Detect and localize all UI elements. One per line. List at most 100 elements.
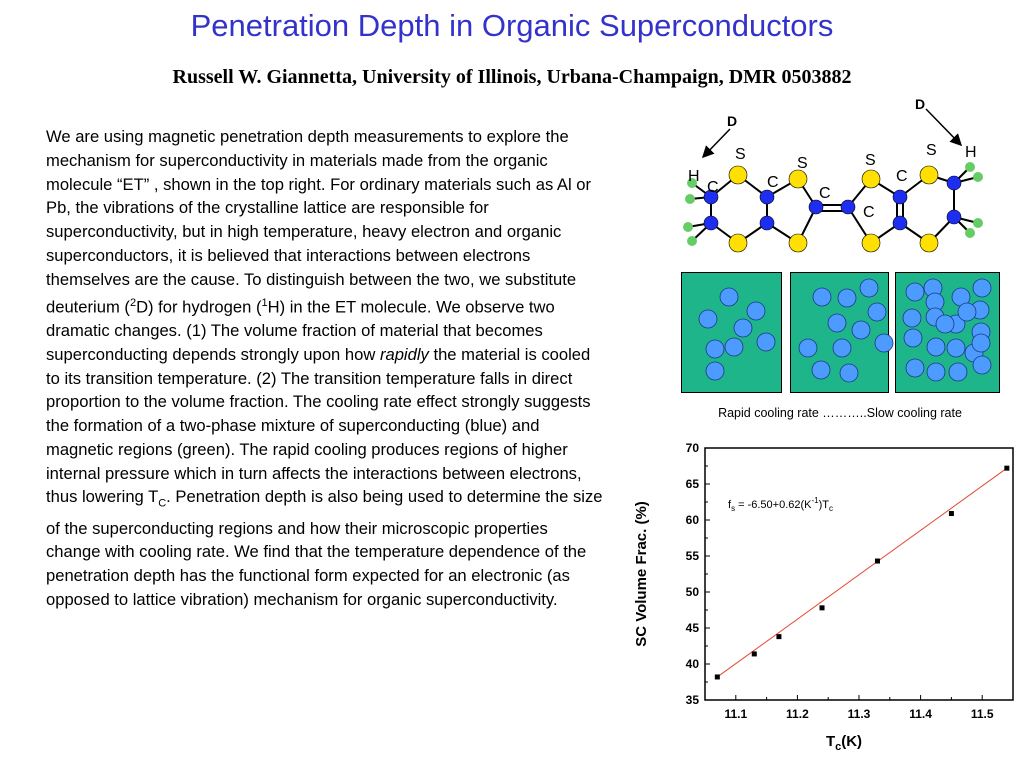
data-point <box>751 651 757 657</box>
sc-region <box>905 358 925 378</box>
sc-region <box>705 339 725 359</box>
sc-region <box>874 333 894 353</box>
body-text-part: We are using magnetic penetration depth … <box>46 127 592 317</box>
y-tick-label: 55 <box>686 549 700 563</box>
sc-region <box>905 282 925 302</box>
x-tick-label: 11.5 <box>971 707 994 721</box>
y-tick-label: 40 <box>686 657 700 671</box>
sc-region <box>957 302 977 322</box>
eq-f: f <box>728 499 732 511</box>
hydrogen-atom <box>687 236 697 246</box>
hydrogen-atom <box>687 178 697 188</box>
sc-region <box>948 362 968 382</box>
label-h-right: H <box>965 144 977 161</box>
eq-main: = -6.50+0.62(K <box>735 499 812 511</box>
et-molecule-diagram: D D H H S S S S C C C C C <box>683 96 983 253</box>
emphasis-rapidly: rapidly <box>379 344 429 364</box>
label-d-left: D <box>727 113 737 129</box>
sc-region <box>851 320 871 340</box>
x-label-sub: c <box>835 741 841 753</box>
hydrogen-atom <box>973 172 983 182</box>
x-label-tail: (K) <box>841 733 862 750</box>
sc-region <box>719 287 739 307</box>
eq-sub-c: c <box>829 504 833 513</box>
label-d-right: D <box>915 96 925 112</box>
sc-region <box>724 337 744 357</box>
data-point <box>948 511 954 517</box>
fit-line <box>717 467 1008 678</box>
carbon-atom <box>703 215 719 231</box>
body-text-part: the material is cooled to its transition… <box>46 344 591 507</box>
carbon-atom <box>946 175 962 191</box>
sc-region <box>798 338 818 358</box>
y-tick-label: 60 <box>686 513 700 527</box>
sulfur-atom <box>728 233 748 253</box>
body-paragraph: We are using magnetic penetration depth … <box>46 125 606 612</box>
plot-frame <box>704 447 1014 701</box>
sc-region <box>972 355 992 375</box>
fit-equation: fs = -6.50+0.62(K-1)Tc <box>728 496 833 513</box>
carbon-atom <box>892 215 908 231</box>
label-c-1: C <box>707 179 719 196</box>
sulfur-atom <box>788 169 808 189</box>
sc-region <box>733 318 753 338</box>
sc-region <box>811 360 831 380</box>
sc-region <box>972 278 992 298</box>
x-label-main: T <box>826 733 835 750</box>
label-c-5: C <box>896 168 908 185</box>
sc-region <box>832 338 852 358</box>
cooling-caption: Rapid cooling rate ………..Slow cooling rat… <box>718 406 962 420</box>
data-points <box>714 465 1010 680</box>
label-s-2: S <box>797 155 808 172</box>
sc-region <box>698 309 718 329</box>
body-text-part: D) for hydrogen ( <box>136 297 262 317</box>
x-tick-label: 11.1 <box>724 707 747 721</box>
sulfur-atom <box>728 165 748 185</box>
sc-region <box>902 308 922 328</box>
sc-region <box>859 278 879 298</box>
carbon-atom <box>892 189 908 205</box>
sc-region <box>756 332 776 352</box>
sulfur-atom <box>919 233 939 253</box>
sc-region <box>926 362 946 382</box>
data-point <box>1004 465 1010 471</box>
hydrogen-atoms <box>683 162 983 246</box>
superscript-2: 2 <box>129 296 137 309</box>
data-point <box>819 605 825 611</box>
sulfur-atom <box>861 233 881 253</box>
x-ticks: 11.1 11.2 11.3 11.4 11.5 <box>724 695 1014 721</box>
carbon-atom <box>840 199 856 215</box>
cooling-rate-panels <box>681 272 1000 393</box>
data-point <box>874 558 880 564</box>
eq-sup: -1 <box>812 496 820 505</box>
hydrogen-atom <box>685 194 695 204</box>
volume-fraction-chart: 35 40 45 50 55 60 65 70 11.1 11.2 11.3 11.4 11.5 SC… <box>633 441 1014 753</box>
sc-region <box>971 333 991 353</box>
x-tick-label: 11.3 <box>848 707 871 721</box>
y-tick-label: 35 <box>686 693 700 707</box>
sc-region <box>903 328 923 348</box>
hydrogen-atom <box>965 162 975 172</box>
data-point <box>776 634 782 640</box>
sc-region <box>926 337 946 357</box>
y-tick-label: 70 <box>686 441 700 455</box>
cooling-panel-medium <box>790 272 894 393</box>
x-tick-label: 11.4 <box>909 707 932 721</box>
slide-title: Penetration Depth in Organic Superconduc… <box>190 8 834 43</box>
carbon-atom <box>808 199 824 215</box>
slide-subtitle: Russell W. Giannetta, University of Illi… <box>172 66 852 88</box>
sc-region <box>705 361 725 381</box>
subscript-c: C <box>158 497 167 510</box>
y-axis-label: SC Volume Frac. (%) <box>633 501 650 647</box>
label-c-3: C <box>819 185 831 202</box>
sc-region <box>827 313 847 333</box>
label-s-3: S <box>865 152 876 169</box>
eq-sub-s: s <box>731 504 735 513</box>
sc-region <box>867 302 887 322</box>
sc-region <box>746 301 766 321</box>
label-s-1: S <box>735 146 746 163</box>
label-c-4: C <box>863 204 875 221</box>
body-text-part: . Penetration depth is also being used t… <box>46 487 603 609</box>
cooling-panel-slow <box>895 272 1000 393</box>
cooling-panel-rapid <box>681 272 782 393</box>
